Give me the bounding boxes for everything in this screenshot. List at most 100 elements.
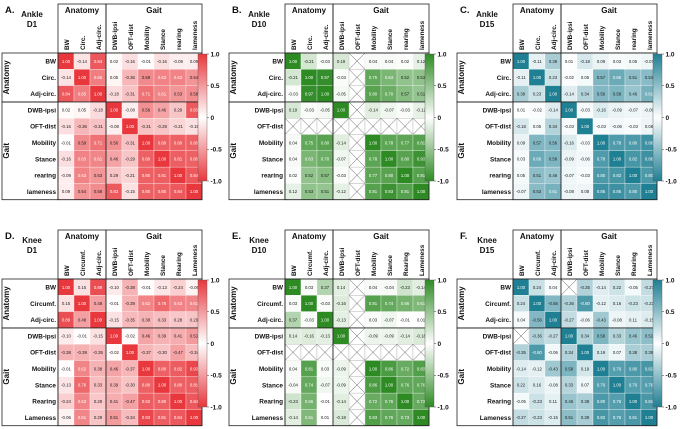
- cell-value: -0.38: [125, 285, 135, 290]
- col-label: OFT-dist: [128, 249, 135, 276]
- col-label: Stance: [387, 29, 394, 50]
- row-group-label: Gait: [229, 143, 238, 159]
- col-group-label: Gait: [373, 232, 389, 241]
- row-label: Adj-circ.: [30, 91, 56, 98]
- cell-value: -0.35: [516, 350, 526, 355]
- cell-value: -0.03: [580, 140, 590, 145]
- cell-value: 1.00: [289, 285, 298, 290]
- row-label: Adj-circ.: [485, 317, 511, 324]
- cell-value: 1.00: [581, 124, 590, 129]
- cell-value: 0.80: [401, 157, 410, 162]
- cell-value: -0.03: [320, 59, 330, 64]
- cell-value: -0.05: [336, 91, 346, 96]
- cell-value: 0.09: [597, 59, 606, 64]
- panel-label: B.: [232, 5, 242, 16]
- missing-cross: [512, 327, 530, 345]
- panel-title-line-2: D10: [252, 20, 267, 29]
- colorbar: [424, 279, 435, 408]
- cell-value: 0.84: [174, 415, 183, 420]
- row-label: Rearing: [487, 399, 511, 406]
- row-label: OFT-dist: [30, 350, 57, 357]
- col-label: DWB-ipsi: [339, 247, 346, 276]
- cell-value: 0.02: [62, 108, 71, 113]
- cell-value: 0.76: [385, 399, 394, 404]
- cell-value: 0.46: [158, 108, 167, 113]
- cell-value: 0.39: [158, 334, 167, 339]
- cell-value: 1.00: [533, 75, 542, 80]
- col-label: Adj-circ.: [551, 24, 558, 50]
- col-label: OFT-dist: [583, 249, 590, 276]
- colorbar-tick-label: -0.5: [438, 147, 450, 154]
- cell-value: 0.53: [417, 75, 426, 80]
- cell-value: 0.33: [565, 383, 574, 388]
- cell-value: 0.46: [565, 399, 574, 404]
- cell-value: 0.53: [533, 189, 542, 194]
- cell-value: 0.63: [385, 75, 394, 80]
- cell-value: 0.63: [174, 75, 183, 80]
- cell-value: 0.61: [305, 415, 314, 420]
- cell-value: 0.80: [385, 173, 394, 178]
- cell-value: -0.13: [336, 317, 346, 322]
- cell-value: 0.58: [190, 91, 199, 96]
- colorbar-tick-label: 1.0: [666, 277, 675, 284]
- cell-value: 0.57: [533, 140, 542, 145]
- cell-value: 0.03: [305, 285, 314, 290]
- col-label: Stance: [615, 29, 622, 50]
- colorbar-tick-label: -1.0: [666, 404, 678, 411]
- cell-value: -0.03: [628, 124, 638, 129]
- cell-value: -0.27: [564, 317, 574, 322]
- col-label: lameness: [419, 20, 426, 50]
- cell-value: 0.48: [78, 317, 87, 322]
- cell-value: -0.16: [157, 59, 167, 64]
- cell-value: -0.36: [564, 301, 574, 306]
- row-label: Mobility: [32, 140, 57, 147]
- cell-value: -0.16: [61, 157, 71, 162]
- cell-value: -0.12: [532, 366, 542, 371]
- cell-value: 0.29: [94, 415, 103, 420]
- cell-value: -0.07: [516, 189, 526, 194]
- cell-value: 0.81: [305, 366, 314, 371]
- cell-value: -0.05: [628, 285, 638, 290]
- col-label: Stance: [160, 255, 167, 276]
- cell-value: 0.33: [94, 383, 103, 388]
- cell-value: 1.00: [629, 399, 638, 404]
- cell-value: 0.83: [110, 189, 119, 194]
- cell-value: -0.03: [580, 173, 590, 178]
- cell-value: 0.74: [305, 383, 314, 388]
- cell-value: 0.34: [581, 91, 590, 96]
- cell-value: -0.03: [564, 124, 574, 129]
- col-label: Circumf.: [80, 250, 87, 276]
- missing-cross: [300, 344, 318, 361]
- col-label: Adj-circ.: [96, 24, 103, 50]
- col-label: Mobility: [144, 25, 151, 50]
- cell-value: -0.21: [304, 59, 314, 64]
- cell-value: -0.38: [61, 350, 71, 355]
- row-label: Mobility: [259, 140, 284, 147]
- cell-value: 0.78: [597, 157, 606, 162]
- cell-value: -0.16: [564, 140, 574, 145]
- cell-value: -0.15: [93, 334, 103, 339]
- cell-value: -0.14: [416, 285, 426, 290]
- colorbar-tick-label: 1.0: [438, 277, 447, 284]
- cell-value: -0.21: [173, 124, 183, 129]
- cell-value: 1.00: [517, 59, 526, 64]
- col-label: DWB-ipsi: [112, 21, 119, 50]
- colorbar-tick-label: 1.0: [666, 51, 675, 58]
- cell-value: 0.59: [78, 140, 87, 145]
- cell-value: 1.00: [613, 383, 622, 388]
- missing-cross: [348, 69, 366, 86]
- cell-value: -0.34: [125, 415, 135, 420]
- col-label: OFT-dist: [583, 23, 590, 50]
- missing-cross: [348, 409, 366, 426]
- cell-value: -0.07: [336, 157, 346, 162]
- cell-value: -0.27: [548, 334, 558, 339]
- cell-value: 0.80: [174, 140, 183, 145]
- row-label: Circ.: [42, 75, 56, 82]
- row-label: BW: [272, 284, 284, 291]
- cell-value: -0.12: [596, 301, 606, 306]
- cell-value: 0.38: [142, 317, 151, 322]
- missing-cross: [380, 118, 398, 135]
- colorbar-tick-label: -1.0: [438, 404, 450, 411]
- cell-value: -0.36: [532, 334, 542, 339]
- cell-value: -0.03: [336, 75, 346, 80]
